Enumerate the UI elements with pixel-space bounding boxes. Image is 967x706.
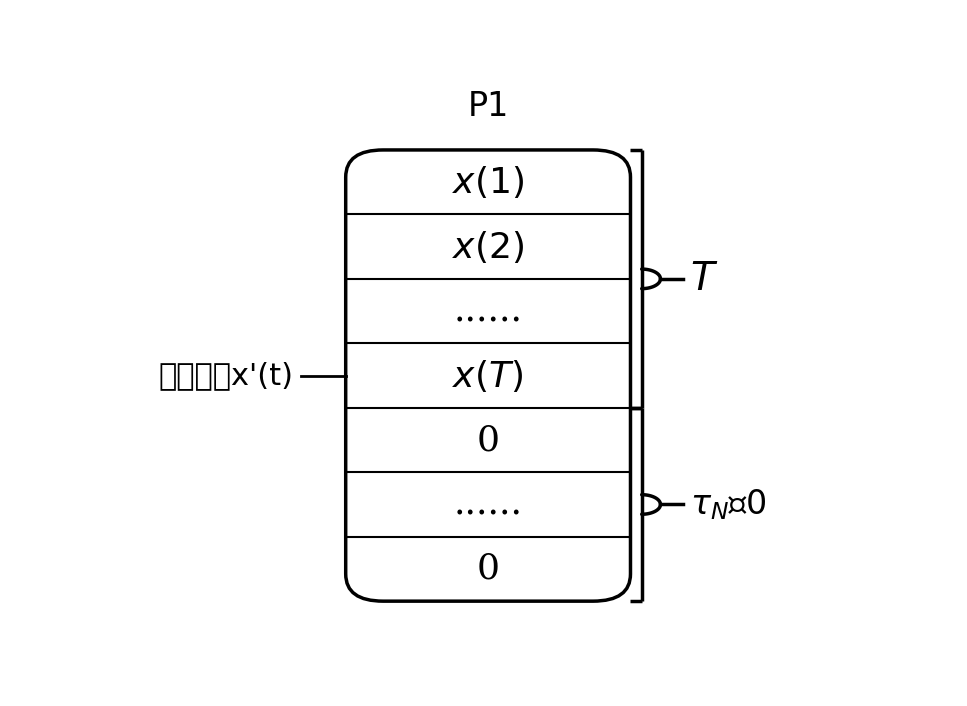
Text: 0: 0 [477,552,500,586]
Text: $x(2)$: $x(2)$ [452,229,524,265]
Text: P1: P1 [467,90,509,123]
Text: ......: ...... [454,487,522,522]
Text: $\tau_N$个0: $\tau_N$个0 [690,487,767,522]
FancyBboxPatch shape [346,150,630,602]
Text: 补零信号x'(t): 补零信号x'(t) [159,361,293,390]
Text: $x(1)$: $x(1)$ [452,164,524,201]
Text: 0: 0 [477,423,500,457]
Text: $x(T)$: $x(T)$ [453,357,524,393]
Text: ......: ...... [454,294,522,328]
Text: $T$: $T$ [690,260,718,298]
